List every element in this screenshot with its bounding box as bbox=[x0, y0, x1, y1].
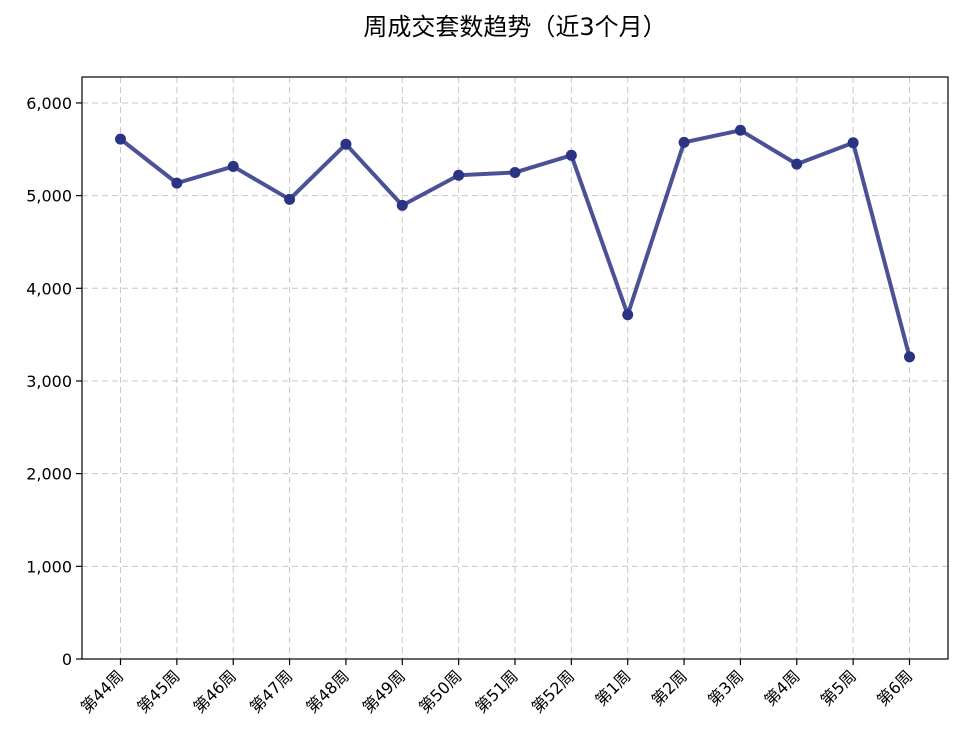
y-tick-label: 4,000 bbox=[26, 279, 72, 298]
x-tick-label: 第47周 bbox=[246, 666, 296, 716]
data-point bbox=[340, 138, 352, 150]
x-tick-label: 第3周 bbox=[704, 666, 747, 709]
data-point bbox=[622, 309, 634, 321]
x-tick-label: 第1周 bbox=[591, 666, 634, 709]
data-point bbox=[171, 177, 183, 189]
data-point bbox=[396, 199, 408, 211]
data-point bbox=[791, 158, 803, 170]
x-tick-label: 第52周 bbox=[528, 666, 578, 716]
y-tick-label: 2,000 bbox=[26, 465, 72, 484]
data-point bbox=[847, 137, 859, 149]
y-tick-label: 5,000 bbox=[26, 187, 72, 206]
y-tick-label: 1,000 bbox=[26, 557, 72, 576]
data-point bbox=[227, 160, 239, 172]
y-tick-label: 0 bbox=[62, 650, 72, 669]
series-layer bbox=[115, 124, 915, 363]
x-tick-label: 第49周 bbox=[359, 666, 409, 716]
x-tick-label: 第48周 bbox=[302, 666, 352, 716]
x-tick-label: 第46周 bbox=[190, 666, 240, 716]
data-point bbox=[904, 351, 915, 363]
x-tick-label: 第50周 bbox=[415, 666, 465, 716]
x-tick-label: 第5周 bbox=[817, 666, 860, 709]
y-tick-label: 6,000 bbox=[26, 94, 72, 113]
data-point bbox=[734, 124, 746, 136]
x-tick-label: 第44周 bbox=[77, 666, 127, 716]
grid-layer bbox=[82, 77, 948, 660]
x-tick-label: 第4周 bbox=[760, 666, 803, 709]
tick-layer: 01,0002,0003,0004,0005,0006,000第44周 第45周第… bbox=[26, 94, 916, 717]
data-point bbox=[453, 169, 465, 181]
data-point bbox=[678, 136, 690, 148]
plot-frame bbox=[81, 76, 949, 660]
data-point bbox=[509, 166, 521, 178]
x-tick-label: 第45周 bbox=[133, 666, 183, 716]
x-tick-label: 第2周 bbox=[648, 666, 691, 709]
x-tick-label: 第51周 bbox=[471, 666, 521, 716]
data-point bbox=[115, 133, 126, 145]
data-point bbox=[565, 149, 577, 161]
y-tick-label: 3,000 bbox=[26, 372, 72, 391]
data-point bbox=[284, 193, 296, 205]
chart-title: 周成交套数趋势（近3个月） bbox=[363, 13, 666, 41]
x-tick-label: 第6周 bbox=[873, 666, 916, 709]
